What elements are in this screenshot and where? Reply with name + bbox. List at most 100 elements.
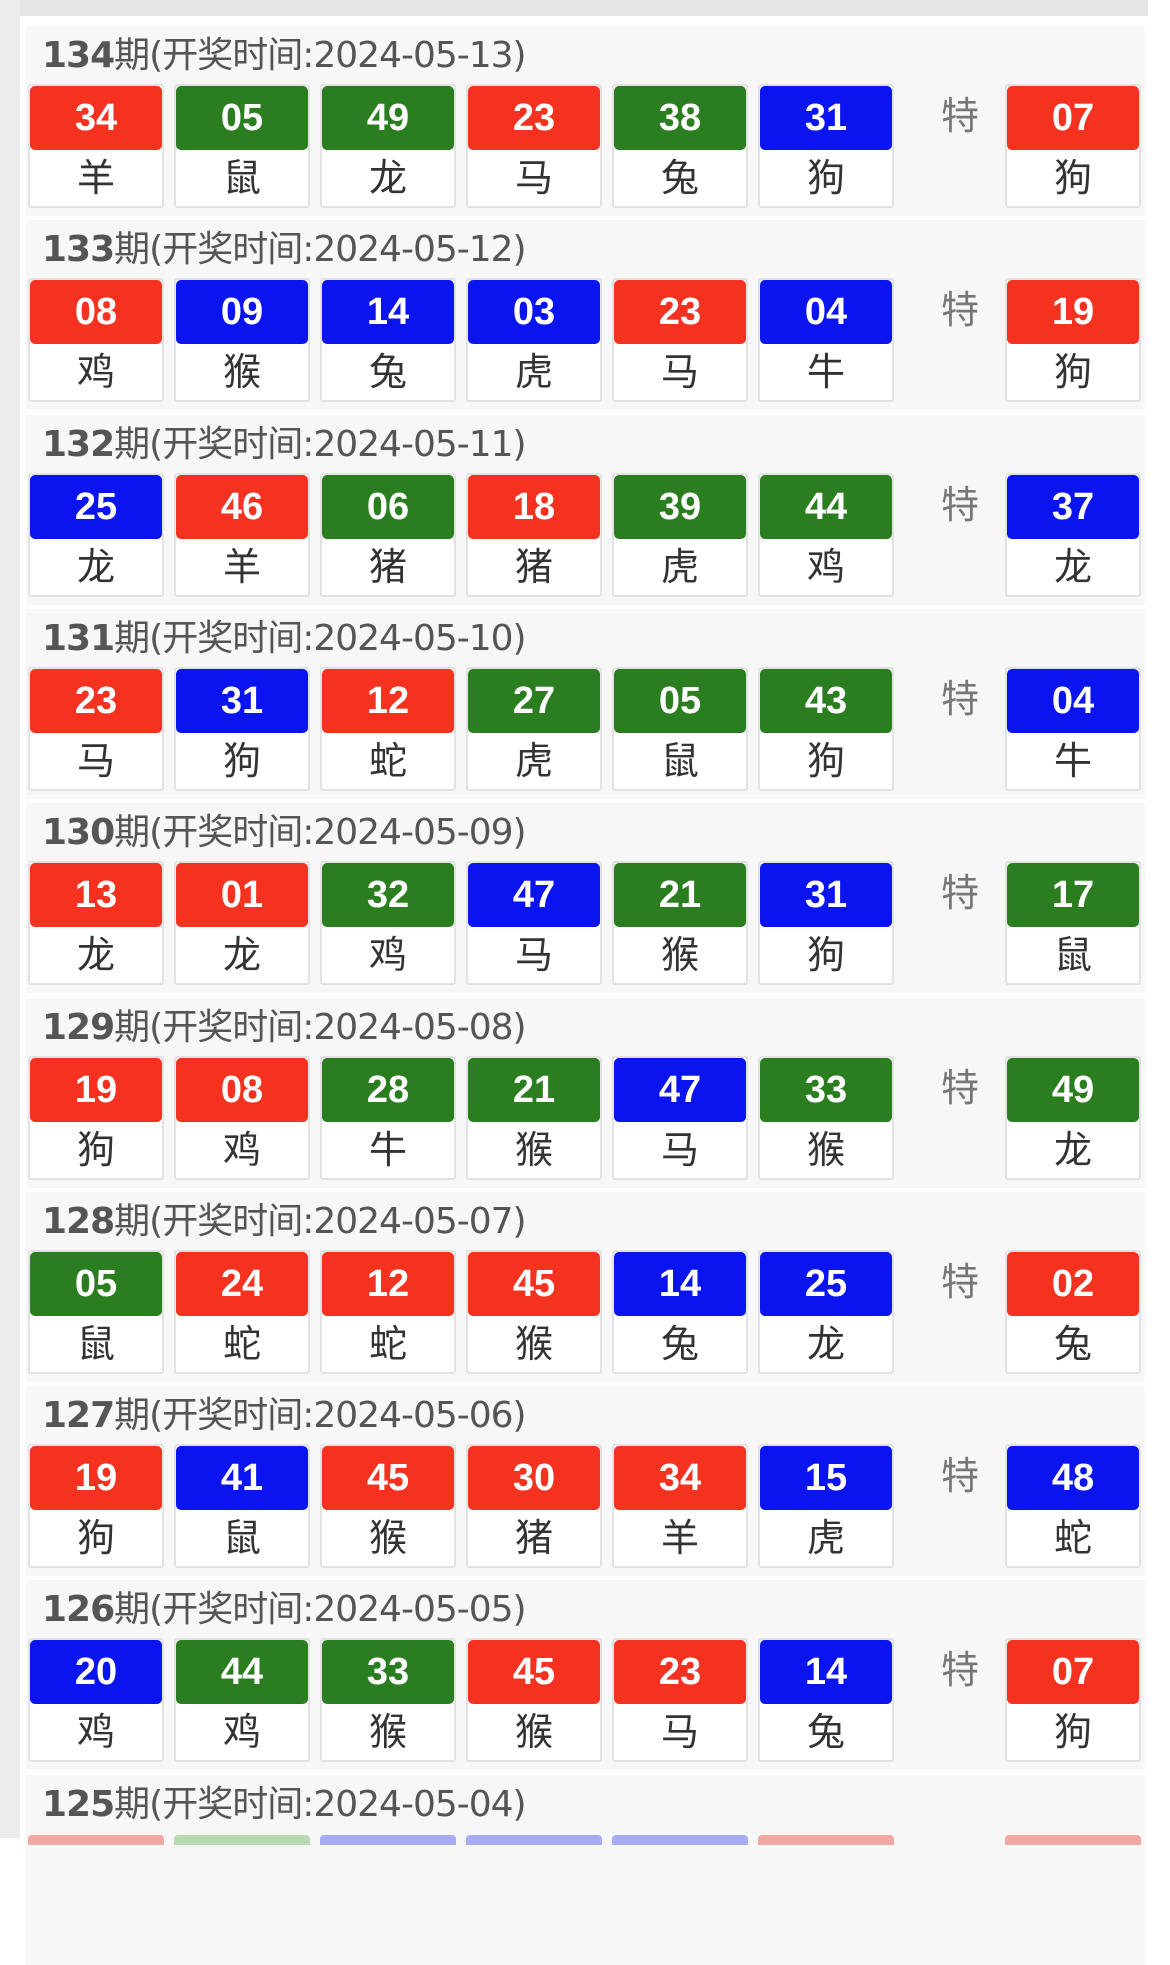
special-label: 特	[940, 871, 979, 916]
zodiac-label: 蛇	[1053, 1516, 1092, 1561]
ball-cell: 05 鼠	[174, 84, 310, 208]
ball-number: 07	[1007, 86, 1139, 150]
zodiac-label: 牛	[368, 1127, 407, 1172]
ball-cell: 21 猴	[612, 861, 748, 986]
zodiac-label: 羊	[76, 156, 115, 200]
special-ball-cell: 37 龙	[1005, 472, 1141, 597]
issue-number: 126	[42, 1589, 115, 1631]
ball-cell: 21 猴	[466, 1055, 602, 1180]
special-label: 特	[940, 676, 979, 721]
ball-number: 28	[322, 1057, 454, 1122]
zodiac-label: 猪	[514, 1516, 553, 1561]
issue-number: 132	[42, 423, 115, 465]
ball-number: 44	[760, 474, 892, 539]
draw-header: 134期(开奖时间:2024-05-13)	[42, 30, 527, 82]
zodiac-label: 狗	[806, 933, 845, 978]
ball-cell: 46 羊	[174, 472, 310, 597]
ball-cell: 05 鼠	[612, 666, 748, 791]
ball-number: 49	[322, 86, 454, 150]
draw-block: 128期(开奖时间:2024-05-07) 05 鼠 24 蛇 12 蛇 45 猴 14 兔 25 龙特…	[26, 1191, 1145, 1382]
ball-number: 07	[1007, 1640, 1139, 1705]
zodiac-label: 马	[76, 738, 115, 783]
ball-number: 24	[176, 1251, 308, 1316]
ball-number: 03	[468, 280, 600, 345]
ball-cell-partial	[466, 1834, 602, 1845]
draw-date: 期(开奖时间:2024-05-12)	[114, 229, 526, 271]
draw-header: 132期(开奖时间:2024-05-11)	[42, 419, 527, 471]
zodiac-label: 虎	[660, 544, 699, 589]
zodiac-label: 龙	[1053, 544, 1092, 589]
ball-cell-partial	[320, 1834, 456, 1845]
draw-header: 131期(开奖时间:2024-05-10)	[42, 613, 527, 665]
zodiac-label: 羊	[660, 1516, 699, 1561]
zodiac-label: 鼠	[76, 1321, 115, 1366]
zodiac-label: 牛	[1053, 738, 1092, 783]
draw-date: 期(开奖时间:2024-05-08)	[114, 1006, 526, 1048]
special-label: 特	[940, 94, 979, 138]
ball-cell: 23 马	[28, 666, 164, 791]
zodiac-label: 猪	[368, 544, 407, 589]
ball-number: 05	[614, 668, 746, 733]
zodiac-label: 龙	[222, 933, 261, 978]
ball-cell: 23 马	[466, 84, 602, 208]
ball-cell-partial	[1005, 1834, 1141, 1845]
ball-cell: 25 龙	[28, 472, 164, 597]
draw-block: 126期(开奖时间:2024-05-05) 20 鸡 44 鸡 33 猴 45 猴 23 马 14 兔特…	[26, 1580, 1145, 1771]
ball-number: 34	[30, 86, 162, 150]
zodiac-label: 马	[660, 1127, 699, 1172]
zodiac-label: 狗	[1053, 350, 1092, 395]
draw-block: 133期(开奖时间:2024-05-12) 08 鸡 09 猴 14 兔 03 虎 23 马 04 牛特…	[26, 220, 1145, 411]
zodiac-label: 马	[660, 350, 699, 395]
special-ball-cell: 17 鼠	[1005, 861, 1141, 986]
ball-number: 19	[30, 1446, 162, 1511]
ball-cell: 06 猪	[320, 472, 456, 597]
zodiac-label: 鼠	[222, 156, 261, 200]
zodiac-label: 狗	[806, 738, 845, 783]
draw-date: 期(开奖时间:2024-05-11)	[114, 423, 526, 465]
zodiac-label: 猴	[368, 1710, 407, 1755]
ball-number: 46	[176, 474, 308, 539]
zodiac-label: 鸡	[222, 1127, 261, 1172]
zodiac-label: 马	[514, 933, 553, 978]
ball-number: 12	[322, 668, 454, 733]
special-ball-cell: 02 兔	[1005, 1249, 1141, 1374]
zodiac-label: 蛇	[368, 1321, 407, 1366]
ball-number: 43	[760, 668, 892, 733]
ball-cell: 45 猴	[320, 1444, 456, 1569]
ball-cell: 14 兔	[758, 1638, 894, 1763]
ball-number: 23	[614, 1640, 746, 1705]
ball-number: 38	[614, 86, 746, 150]
zodiac-label: 虎	[514, 738, 553, 783]
ball-cell: 27 虎	[466, 666, 602, 791]
ball-cell: 34 羊	[28, 84, 164, 208]
ball-number: 44	[176, 1640, 308, 1705]
special-ball-cell: 49 龙	[1005, 1055, 1141, 1180]
zodiac-label: 牛	[806, 350, 845, 395]
ball-number: 27	[468, 668, 600, 733]
ball-number: 13	[30, 863, 162, 928]
draw-header: 127期(开奖时间:2024-05-06)	[42, 1390, 527, 1442]
ball-cell: 49 龙	[320, 84, 456, 208]
ball-cell: 05 鼠	[28, 1249, 164, 1374]
draw-date: 期(开奖时间:2024-05-10)	[114, 617, 526, 659]
issue-number: 125	[42, 1783, 115, 1825]
issue-number: 131	[42, 617, 115, 659]
ball-cell: 12 蛇	[320, 666, 456, 791]
ball-number: 14	[760, 1640, 892, 1705]
ball-number: 04	[1007, 668, 1139, 733]
zodiac-label: 狗	[76, 1127, 115, 1172]
ball-number: 14	[614, 1251, 746, 1316]
ball-cell: 47 马	[466, 861, 602, 986]
ball-number: 02	[1007, 1251, 1139, 1316]
special-label: 特	[940, 482, 979, 527]
ball-cell: 24 蛇	[174, 1249, 310, 1374]
ball-number: 15	[760, 1446, 892, 1511]
ball-number: 17	[1007, 863, 1139, 928]
ball-cell: 19 狗	[28, 1055, 164, 1180]
zodiac-label: 狗	[1053, 1710, 1092, 1755]
ball-cell: 41 鼠	[174, 1444, 310, 1569]
zodiac-label: 龙	[1053, 1127, 1092, 1172]
zodiac-label: 狗	[1053, 156, 1092, 200]
ball-cell: 09 猴	[174, 278, 310, 403]
zodiac-label: 虎	[514, 350, 553, 395]
